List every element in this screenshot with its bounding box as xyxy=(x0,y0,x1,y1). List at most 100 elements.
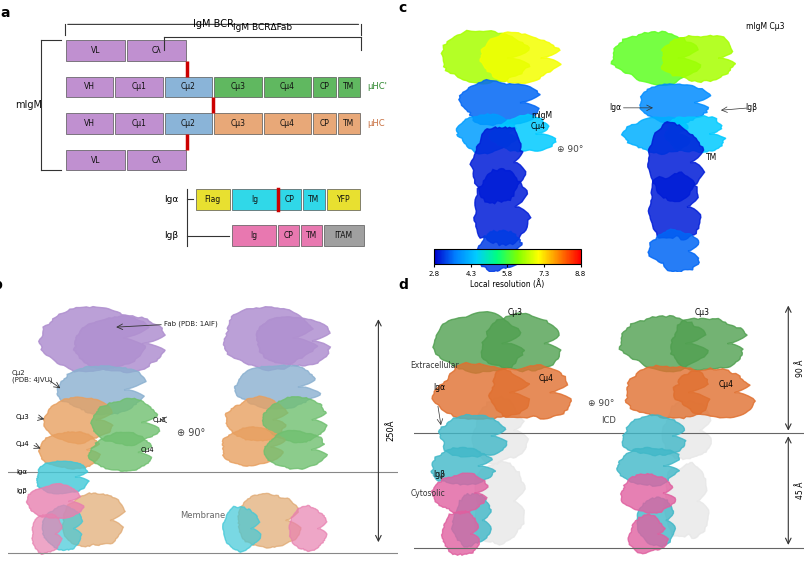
Polygon shape xyxy=(27,484,84,518)
Polygon shape xyxy=(238,493,300,548)
FancyBboxPatch shape xyxy=(165,113,212,134)
Text: VH: VH xyxy=(84,119,95,128)
FancyBboxPatch shape xyxy=(115,77,162,98)
Polygon shape xyxy=(262,397,327,443)
Text: 90 Å: 90 Å xyxy=(795,359,804,377)
Text: Cytosolic: Cytosolic xyxy=(410,489,444,498)
Text: a: a xyxy=(0,6,10,20)
Text: Igβ: Igβ xyxy=(744,103,757,112)
FancyBboxPatch shape xyxy=(195,189,230,210)
Polygon shape xyxy=(661,35,735,82)
FancyBboxPatch shape xyxy=(127,150,186,171)
FancyBboxPatch shape xyxy=(231,225,276,246)
Text: b: b xyxy=(0,278,2,292)
Text: TM: TM xyxy=(343,82,354,91)
Text: IgM BCR: IgM BCR xyxy=(192,19,234,29)
FancyBboxPatch shape xyxy=(66,77,114,98)
Polygon shape xyxy=(234,365,320,409)
Text: Cμ2: Cμ2 xyxy=(181,82,195,91)
Polygon shape xyxy=(91,399,160,446)
Polygon shape xyxy=(616,447,679,486)
Polygon shape xyxy=(489,115,556,152)
Text: TM: TM xyxy=(706,153,717,162)
Polygon shape xyxy=(639,84,710,125)
Text: d: d xyxy=(398,278,408,292)
FancyBboxPatch shape xyxy=(264,77,311,98)
Text: ICD: ICD xyxy=(601,416,616,425)
Text: ITAM: ITAM xyxy=(334,231,352,240)
Polygon shape xyxy=(44,397,113,444)
Text: VL: VL xyxy=(91,155,100,164)
Polygon shape xyxy=(39,307,149,372)
FancyBboxPatch shape xyxy=(127,40,186,61)
Text: Ig: Ig xyxy=(251,194,258,204)
FancyBboxPatch shape xyxy=(337,113,360,134)
Text: TM: TM xyxy=(306,231,316,240)
Text: Igα: Igα xyxy=(433,383,445,392)
Polygon shape xyxy=(670,318,746,370)
Text: Cλ: Cλ xyxy=(151,46,161,55)
Text: VH: VH xyxy=(84,82,95,91)
FancyBboxPatch shape xyxy=(312,77,335,98)
Text: Cμ3: Cμ3 xyxy=(16,414,30,420)
FancyBboxPatch shape xyxy=(303,189,324,210)
Text: Igβ: Igβ xyxy=(433,469,445,479)
Polygon shape xyxy=(620,473,675,513)
Text: IgM BCRΔFab: IgM BCRΔFab xyxy=(233,23,292,32)
FancyBboxPatch shape xyxy=(214,113,261,134)
FancyBboxPatch shape xyxy=(264,113,311,134)
Text: Cμ4: Cμ4 xyxy=(280,82,294,91)
Text: Extracellular: Extracellular xyxy=(410,361,458,370)
Text: mIgM
Cμ4: mIgM Cμ4 xyxy=(530,111,551,130)
Polygon shape xyxy=(621,117,689,154)
Polygon shape xyxy=(432,312,524,373)
FancyBboxPatch shape xyxy=(165,77,212,98)
Text: ⊕ 90°: ⊕ 90° xyxy=(587,399,614,408)
FancyBboxPatch shape xyxy=(66,150,125,171)
Polygon shape xyxy=(39,432,101,469)
Text: ⊕ 90°: ⊕ 90° xyxy=(177,429,205,438)
Polygon shape xyxy=(225,396,288,441)
Polygon shape xyxy=(474,461,525,545)
Text: Cμ3: Cμ3 xyxy=(508,308,522,317)
Text: Igα: Igα xyxy=(164,194,178,204)
Text: Cμ4: Cμ4 xyxy=(140,447,154,452)
Text: ⊕ 90°: ⊕ 90° xyxy=(556,145,582,154)
FancyBboxPatch shape xyxy=(324,225,363,246)
Text: YFP: YFP xyxy=(337,194,350,204)
Polygon shape xyxy=(661,400,710,459)
Polygon shape xyxy=(88,432,152,471)
Text: CP: CP xyxy=(319,119,328,128)
Text: VL: VL xyxy=(91,46,100,55)
Polygon shape xyxy=(451,493,491,547)
Polygon shape xyxy=(74,315,165,373)
FancyBboxPatch shape xyxy=(231,189,277,210)
Text: Cμ1: Cμ1 xyxy=(131,82,146,91)
Text: Cμ4: Cμ4 xyxy=(16,441,29,447)
Polygon shape xyxy=(431,362,529,419)
FancyBboxPatch shape xyxy=(279,189,301,210)
Polygon shape xyxy=(441,511,478,555)
Text: Cμ3: Cμ3 xyxy=(152,417,166,423)
FancyBboxPatch shape xyxy=(277,225,298,246)
FancyBboxPatch shape xyxy=(115,113,162,134)
Polygon shape xyxy=(647,172,700,240)
Text: mIgM Cμ3: mIgM Cμ3 xyxy=(745,22,783,31)
Polygon shape xyxy=(624,365,709,418)
Polygon shape xyxy=(222,506,260,552)
Text: μHC': μHC' xyxy=(367,82,387,91)
Text: TM: TM xyxy=(343,119,354,128)
Text: TM: TM xyxy=(308,194,319,204)
FancyBboxPatch shape xyxy=(301,225,321,246)
Polygon shape xyxy=(32,514,62,555)
Text: Igα: Igα xyxy=(16,468,27,475)
Text: Cμ3: Cμ3 xyxy=(694,308,709,317)
Polygon shape xyxy=(474,168,530,246)
Polygon shape xyxy=(256,317,330,366)
Polygon shape xyxy=(57,366,146,414)
Polygon shape xyxy=(647,229,698,273)
Polygon shape xyxy=(431,447,495,485)
Polygon shape xyxy=(62,493,125,547)
FancyBboxPatch shape xyxy=(214,77,261,98)
Polygon shape xyxy=(36,461,89,494)
